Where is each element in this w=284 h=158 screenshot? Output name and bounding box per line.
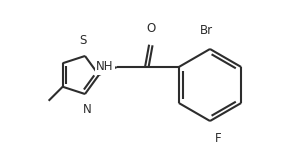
Text: S: S — [79, 34, 87, 47]
Text: F: F — [215, 132, 221, 145]
Text: N: N — [83, 103, 91, 116]
Text: O: O — [146, 22, 155, 35]
Text: NH: NH — [96, 61, 114, 73]
Text: Br: Br — [199, 24, 212, 37]
